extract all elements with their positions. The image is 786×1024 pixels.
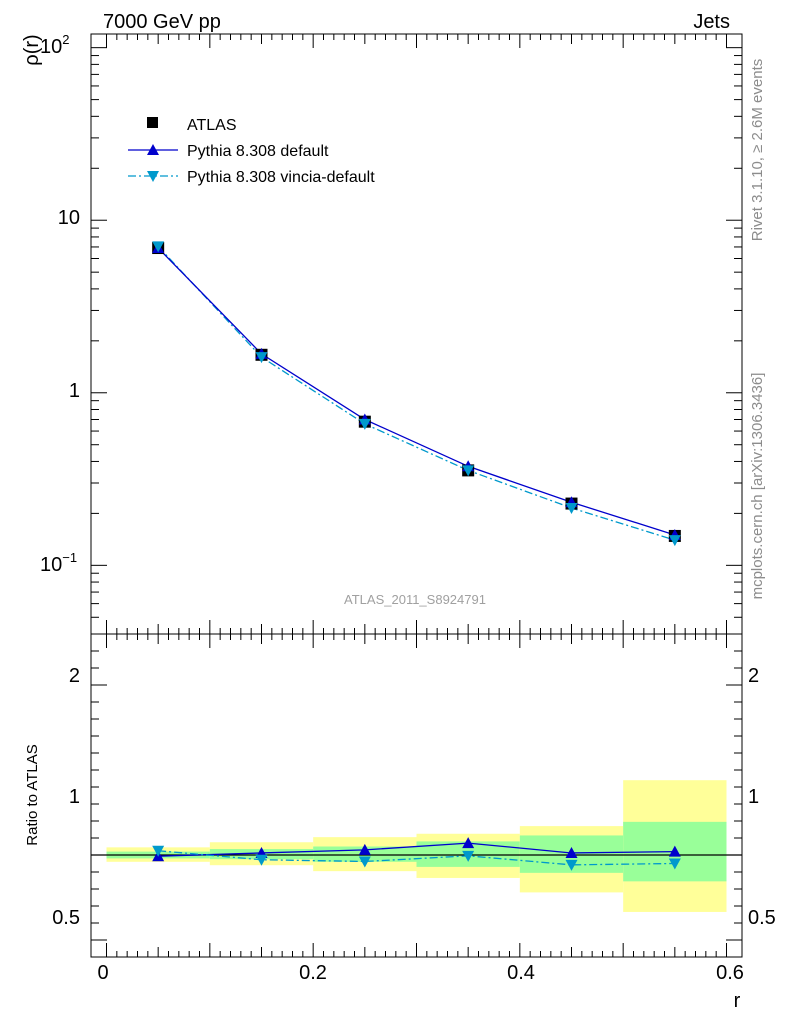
- main-y-tick-label-0.1-base: 10: [40, 554, 62, 576]
- legend-label-default: Pythia 8.308 default: [187, 143, 329, 160]
- main-point-2-3: [462, 465, 475, 477]
- rivet-version-label: Rivet 3.1.10, ≥ 2.6M events: [749, 59, 766, 242]
- main-series: [152, 241, 681, 547]
- ratio-point-1-5: [668, 858, 681, 870]
- main-y-tick-label-0.1-exponent: −1: [62, 550, 77, 565]
- ratio-point-0-4: [565, 846, 578, 858]
- main-y-tick-label-0.1: 10−1: [40, 550, 77, 576]
- legend-marker-vincia: [147, 171, 159, 182]
- main-point-2-2: [358, 418, 371, 430]
- header-left-title: 7000 GeV pp: [103, 11, 221, 33]
- main-y-tick-label-100-exponent: 2: [62, 32, 69, 47]
- main-line-1: [157, 247, 676, 536]
- main-point-2-1: [255, 352, 268, 364]
- ratio-line-0: [158, 842, 675, 857]
- ratio-y-tick-label-2: 2: [69, 665, 80, 687]
- main-y-axis-label: ρ(r): [21, 34, 43, 65]
- analysis-watermark: ATLAS_2011_S8924791: [344, 592, 486, 607]
- x-tick-label-0.4: 0.4: [507, 962, 535, 984]
- legend: ATLAS Pythia 8.308 default Pythia 8.308 …: [128, 117, 375, 186]
- ratio-y-tick-label-1: 1: [69, 786, 80, 808]
- ratio-point-1-1: [255, 854, 268, 866]
- ratio-point-1-0: [152, 845, 165, 857]
- ratio-series: [152, 837, 681, 871]
- header-right-title: Jets: [693, 11, 730, 33]
- main-y-tick-label-100-base: 10: [40, 36, 62, 58]
- x-tick-label-0.6: 0.6: [716, 962, 744, 984]
- ratio-line-1: [158, 850, 675, 866]
- ratio-point-0-2: [358, 843, 371, 855]
- ratio-y-tick-label-right-0.5: 0.5: [748, 907, 776, 929]
- legend-label-vincia: Pythia 8.308 vincia-default: [187, 169, 375, 186]
- legend-marker-atlas: [147, 117, 158, 128]
- x-axis-label: r: [734, 990, 741, 1012]
- main-y-tick-label-1: 1: [69, 380, 80, 402]
- ratio-y-axis-label: Ratio to ATLAS: [24, 744, 41, 845]
- main-point-2-4: [565, 502, 578, 514]
- ratio-point-1-4: [565, 859, 578, 871]
- main-point-2-5: [668, 535, 681, 547]
- x-tick-label-0.2: 0.2: [299, 962, 327, 984]
- ratio-y-tick-label-0.5: 0.5: [52, 907, 80, 929]
- ratio-point-1-3: [462, 850, 475, 862]
- ratio-y-tick-label-right-1: 1: [748, 786, 759, 808]
- ratio-point-0-5: [668, 845, 681, 857]
- main-line-2: [157, 245, 676, 541]
- source-label: mcplots.cern.ch [arXiv:1306.3436]: [749, 373, 766, 600]
- legend-marker-default: [147, 144, 159, 155]
- main-y-tick-label-10: 10: [58, 207, 80, 229]
- x-tick-label-0: 0: [97, 962, 108, 984]
- ratio-y-tick-label-right-2: 2: [748, 665, 759, 687]
- ratio-point-1-2: [358, 856, 371, 868]
- main-y-tick-label-100: 102: [40, 32, 69, 58]
- axes: [90, 33, 743, 958]
- ratio-point-0-3: [462, 837, 475, 849]
- legend-label-atlas: ATLAS: [187, 117, 237, 134]
- main-point-2-0: [152, 241, 165, 253]
